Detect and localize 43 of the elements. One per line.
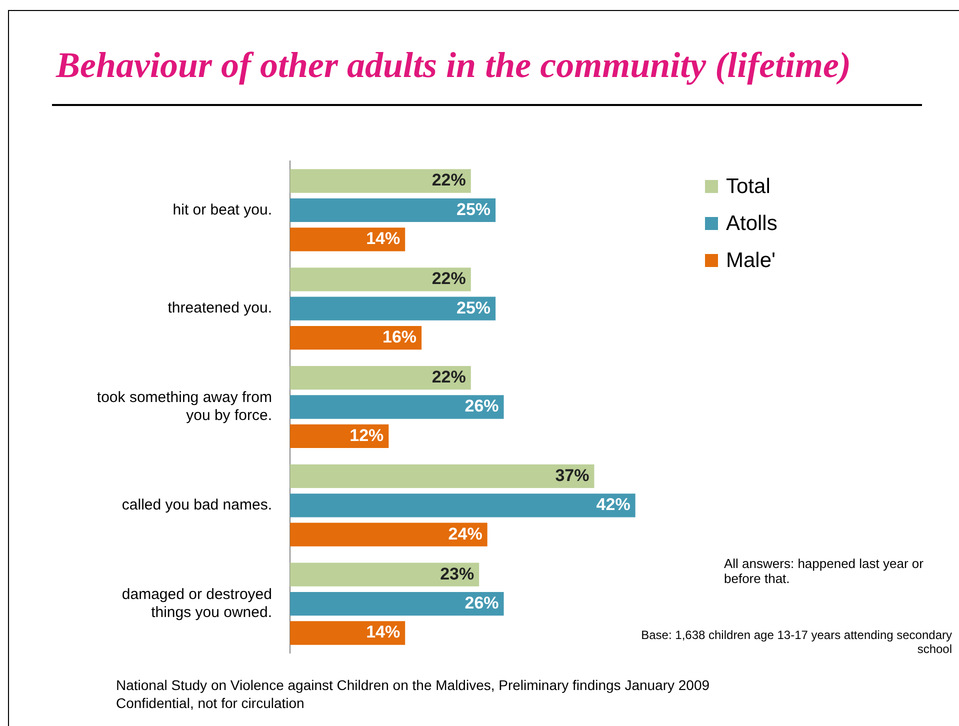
text: Base: 1,638 children age 13-17 years attending secondary school [640, 628, 952, 656]
bar [290, 494, 636, 518]
bar [290, 366, 471, 390]
y-tick-label: threatened you. [168, 300, 272, 317]
data-label: 23% [440, 564, 474, 584]
bar [290, 169, 471, 193]
data-label: 22% [432, 269, 466, 288]
bar [290, 268, 471, 292]
data-label: 16% [382, 327, 417, 346]
data-label: 42% [596, 495, 630, 514]
bar [290, 621, 406, 645]
y-tick-label: hit or beat you. [172, 201, 272, 218]
data-label: 25% [456, 298, 491, 318]
data-label: 24% [448, 524, 482, 544]
legend-label: Atolls [725, 210, 778, 236]
data-label: 14% [366, 622, 400, 642]
bar [290, 228, 406, 252]
y-tick-label: damaged or destroyed things you owned. [122, 586, 272, 621]
data-label: 25% [456, 200, 491, 219]
text: Confidential, not for circulation [116, 695, 304, 711]
data-label: 26% [464, 396, 499, 416]
bar [290, 464, 594, 488]
bar [290, 424, 389, 448]
y-tick-label: took something away from you by force. [96, 389, 272, 424]
bar [290, 198, 496, 222]
bar [290, 395, 504, 419]
data-label: 22% [432, 170, 466, 190]
bar [290, 592, 504, 616]
data-label: 22% [432, 367, 466, 386]
data-label: 37% [555, 466, 590, 485]
bar [290, 326, 422, 350]
y-tick-label: called you bad names. [122, 496, 272, 514]
legend-label: Male' [725, 248, 777, 274]
text: All answers: happened last year or before that. [724, 556, 924, 586]
bar [290, 522, 488, 546]
data-label: 12% [350, 426, 384, 445]
data-label: 26% [464, 593, 499, 612]
data-label: 14% [366, 229, 400, 248]
bar [290, 562, 480, 586]
bar [290, 296, 496, 320]
chart-title: Behaviour of other adults in the community (lifetime) [56, 44, 852, 86]
text: National Study on Violence against Children on the Maldives, Preliminary findings January 2009 [116, 677, 710, 693]
legend-label: Total [725, 174, 772, 200]
